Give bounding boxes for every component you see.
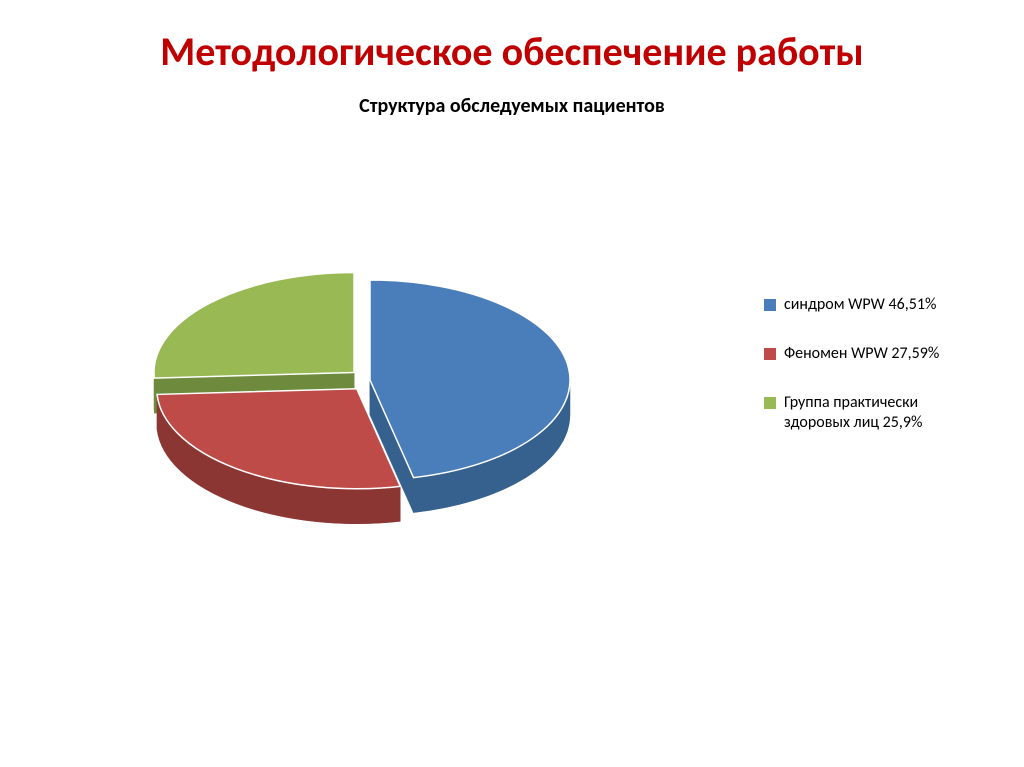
page-title: Методологическое обеспечение работы	[0, 0, 1024, 74]
legend-item: Феномен WPW 27,59%	[764, 344, 964, 365]
chart-title: Структура обследуемых пациентов	[0, 94, 1024, 118]
legend-label: синдром WPW 46,51%	[784, 295, 936, 316]
legend-marker	[764, 397, 776, 409]
pie-slice	[154, 272, 354, 378]
chart-legend: синдром WPW 46,51% Феномен WPW 27,59% Груп…	[764, 295, 964, 462]
legend-marker	[764, 348, 776, 360]
legend-item: синдром WPW 46,51%	[764, 295, 964, 316]
legend-label: Группа практически здоровых лиц 25,9%	[784, 393, 964, 435]
legend-label: Феномен WPW 27,59%	[784, 344, 939, 365]
legend-marker	[764, 299, 776, 311]
pie-chart	[90, 210, 650, 610]
legend-item: Группа практически здоровых лиц 25,9%	[764, 393, 964, 435]
